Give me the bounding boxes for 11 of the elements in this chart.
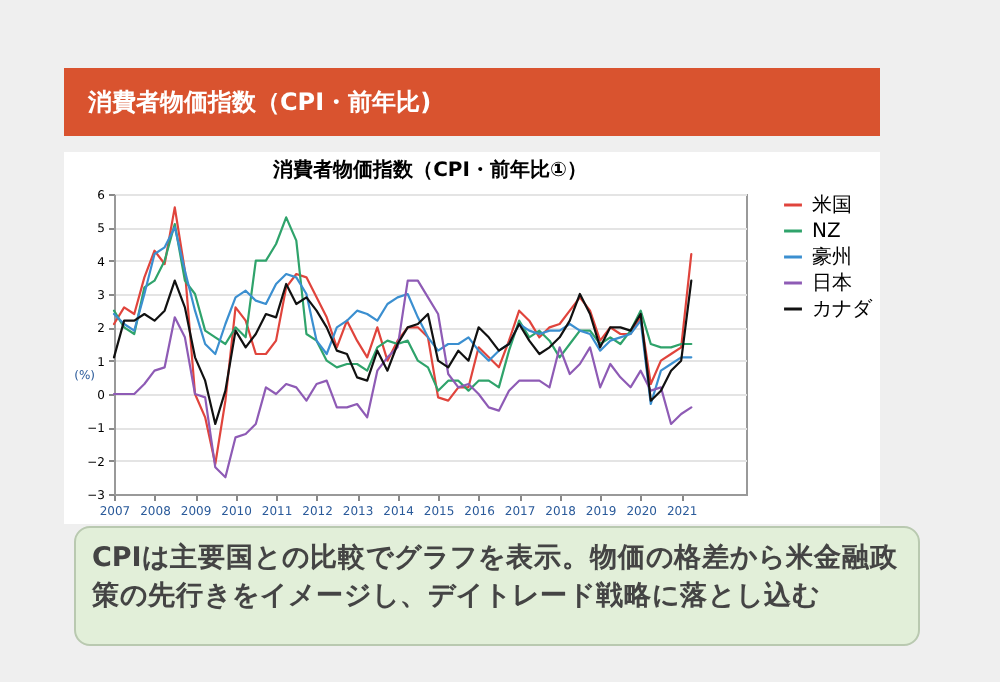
line-series	[112, 279, 693, 426]
line-series	[112, 279, 693, 479]
legend-label: 日本	[812, 271, 852, 295]
chart-subtitle: 消費者物価指数（CPI・前年比①）	[271, 158, 587, 182]
legend-label: カナダ	[812, 297, 874, 321]
line-series	[112, 206, 693, 466]
legend-label: NZ	[812, 221, 841, 243]
chart-title: 消費者物価指数（CPI・前年比)	[64, 68, 880, 136]
legend-label: 米国	[812, 193, 852, 217]
text: CPIは主要国との比較でグラフを表示。物価の格差から米金融政策の先行きをイメージし、デイトレード戦略に落とし込む	[74, 526, 920, 646]
legend-label: 豪州	[812, 245, 852, 269]
